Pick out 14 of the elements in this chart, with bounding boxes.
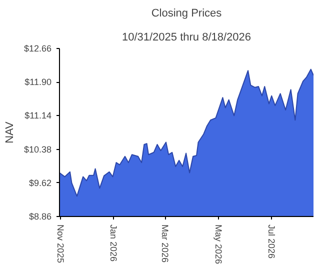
x-tick-label: May 2026	[213, 224, 224, 264]
chart-subtitle: 10/31/2025 thru 8/18/2026	[122, 32, 252, 44]
chart-title: Closing Prices	[151, 8, 222, 20]
y-tick-label: $11.90	[24, 77, 52, 88]
x-tick-label: Jul 2026	[266, 224, 277, 259]
y-tick-label: $12.66	[24, 44, 52, 54]
y-tick-label: $10.38	[24, 144, 52, 154]
y-tick-label: $8.86	[28, 212, 52, 222]
x-tick-label: Jan 2026	[108, 224, 119, 262]
y-axis-title: NAV	[4, 120, 16, 144]
y-tick-label: $11.14	[24, 110, 52, 121]
y-tick-label: $9.62	[28, 178, 52, 188]
x-tick-label: Mar 2026	[160, 224, 170, 263]
x-tick-label: Nov 2025	[55, 224, 66, 264]
